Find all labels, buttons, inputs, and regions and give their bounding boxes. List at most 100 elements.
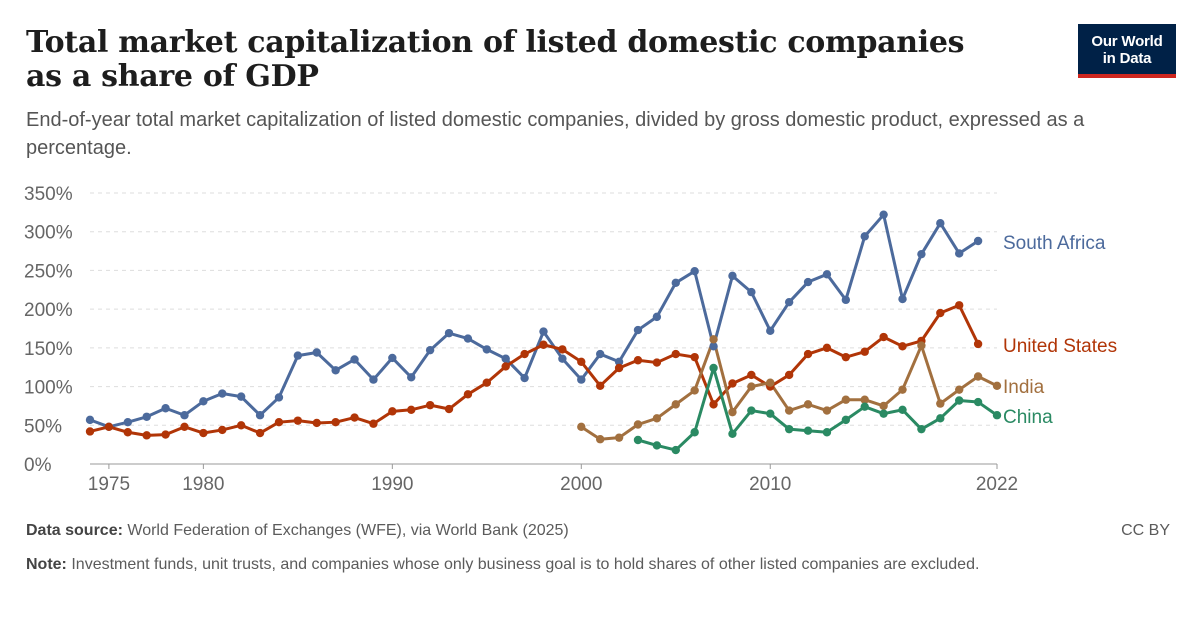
data-point <box>85 427 95 436</box>
data-point <box>728 407 737 417</box>
y-tick-label: 50% <box>24 416 62 437</box>
y-tick-label: 300% <box>24 223 73 244</box>
data-point <box>614 357 624 366</box>
data-point <box>388 353 397 363</box>
data-point <box>236 392 246 401</box>
data-point <box>293 416 303 425</box>
data-point <box>218 389 227 398</box>
series-points <box>85 210 1002 455</box>
data-point <box>747 287 756 297</box>
x-tick-label: 2022 <box>976 474 1018 495</box>
chart-subtitle: End-of-year total market capitalization … <box>26 109 1085 159</box>
data-point <box>652 441 662 450</box>
data-point <box>407 405 416 414</box>
data-point <box>728 429 737 439</box>
data-point <box>671 278 680 288</box>
data-point <box>690 428 699 437</box>
data-point <box>671 445 680 455</box>
data-point <box>218 425 227 435</box>
data-point <box>671 400 680 409</box>
data-point <box>879 210 888 219</box>
data-point <box>255 428 265 438</box>
data-point <box>652 358 662 367</box>
series-label: South Africa <box>1003 233 1106 254</box>
data-point <box>520 349 529 359</box>
data-point <box>917 249 926 259</box>
data-point <box>973 397 983 407</box>
data-point <box>539 340 548 349</box>
data-point <box>917 341 926 350</box>
data-point <box>766 409 775 418</box>
data-point <box>973 236 983 246</box>
data-point <box>803 277 813 287</box>
data-point <box>539 327 548 336</box>
y-tick-label: 150% <box>24 339 73 360</box>
data-point <box>671 349 680 359</box>
data-point <box>709 342 718 351</box>
data-point <box>633 325 643 335</box>
data-point <box>444 328 454 338</box>
data-point <box>407 373 416 382</box>
data-point <box>501 362 510 371</box>
data-point <box>709 400 718 409</box>
data-point <box>142 412 151 421</box>
x-tick-label: 2000 <box>560 474 602 495</box>
x-axis: 1975 1980 1990 2000 2010 2022 <box>88 463 1018 495</box>
note-label: Note: <box>26 556 67 573</box>
data-point <box>293 351 303 360</box>
data-point <box>841 352 851 362</box>
data-point <box>841 295 851 305</box>
data-source: Data source: World Federation of Exchang… <box>26 520 569 542</box>
data-point <box>595 381 605 390</box>
data-point <box>614 363 624 373</box>
data-point <box>841 395 851 404</box>
data-point <box>917 424 926 434</box>
data-point <box>936 414 945 423</box>
data-point <box>784 297 794 307</box>
data-point <box>822 343 832 353</box>
data-point <box>898 342 907 351</box>
logo-line-1: Our World <box>1091 33 1163 50</box>
data-point <box>955 249 964 258</box>
series-line <box>580 337 998 441</box>
series-label: United States <box>1003 336 1117 357</box>
series-label: China <box>1003 407 1053 428</box>
data-source-text[interactable]: World Federation of Exchanges (WFE), via… <box>127 522 569 539</box>
data-point <box>803 426 813 435</box>
data-point <box>614 433 624 442</box>
y-tick-label: 0% <box>24 455 52 476</box>
data-point <box>955 385 964 394</box>
data-point <box>690 386 699 395</box>
data-point <box>312 348 321 357</box>
data-point <box>766 326 775 336</box>
series-labels: South Africa United States India China <box>1003 233 1117 428</box>
data-point <box>199 397 208 406</box>
x-tick-label: 1990 <box>371 474 413 495</box>
data-point <box>879 409 888 418</box>
x-tick-label: 1975 <box>88 474 130 495</box>
data-point <box>822 428 832 437</box>
data-point <box>690 267 699 276</box>
data-point <box>973 372 983 381</box>
owid-logo[interactable]: Our World in Data <box>1078 24 1176 78</box>
chart-note: Note: Investment funds, unit trusts, and… <box>26 554 1136 576</box>
data-point <box>180 422 189 432</box>
x-tick-label: 1980 <box>182 474 224 495</box>
data-point <box>595 435 605 444</box>
y-tick-label: 350% <box>24 184 73 205</box>
data-point <box>274 393 284 402</box>
license-label[interactable]: CC BY <box>1121 522 1170 539</box>
data-point <box>992 381 1002 390</box>
data-point <box>595 349 605 359</box>
grid-lines <box>90 192 997 426</box>
data-point <box>973 339 983 349</box>
data-point <box>709 335 718 344</box>
data-point <box>161 430 170 439</box>
data-point <box>274 417 284 427</box>
data-point <box>463 334 473 343</box>
data-point <box>104 422 114 432</box>
chart-title: Total market capitalization of listed do… <box>26 25 965 94</box>
data-point <box>501 354 510 363</box>
data-point <box>766 378 775 387</box>
data-point <box>520 373 529 383</box>
